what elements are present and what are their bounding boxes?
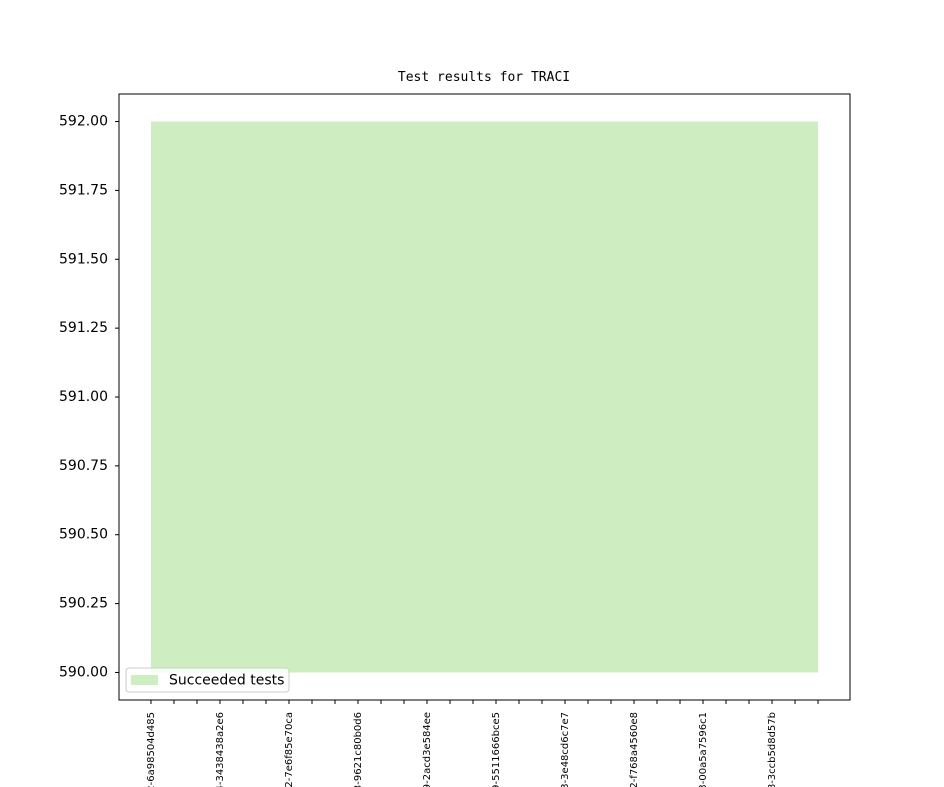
x-tick-label: 8-3ccb5d8d57b (767, 712, 778, 787)
legend-swatch (131, 675, 158, 685)
x-tick-label: 9-2acd3e584ee (422, 712, 433, 787)
x-tick-label: 9-5511666bce5 (491, 712, 502, 787)
y-tick-label: 591.50 (59, 251, 108, 267)
x-tick-label: 4-3438438a2e6 (215, 712, 226, 787)
y-tick-label: 590.75 (59, 458, 108, 474)
x-tick-label: 2-7e6f85e70ca (284, 712, 295, 787)
x-tick-label: 2-f768a4560e8 (629, 712, 640, 787)
x-tick-label: 3-3e48cd6c7e7 (560, 712, 571, 787)
legend-label: Succeeded tests (169, 673, 284, 689)
y-tick-label: 590.50 (59, 527, 108, 543)
x-tick-label: 3-00a5a7596c1 (698, 712, 709, 787)
y-tick-label: 591.00 (59, 389, 108, 405)
x-tick-label: 2-6a98504d485 (146, 712, 157, 787)
y-tick-label: 591.25 (59, 320, 108, 336)
area (150, 121, 819, 673)
legend-box (125, 667, 290, 693)
y-tick-label: 590.25 (59, 596, 108, 612)
y-tick-label: 592.00 (59, 114, 108, 130)
chart-title: Test results for TRACI (398, 70, 570, 85)
x-tick-label: 3-9621c80b0d6 (353, 712, 364, 787)
y-tick-label: 590.00 (59, 664, 108, 680)
y-tick-label: 591.75 (59, 182, 108, 198)
